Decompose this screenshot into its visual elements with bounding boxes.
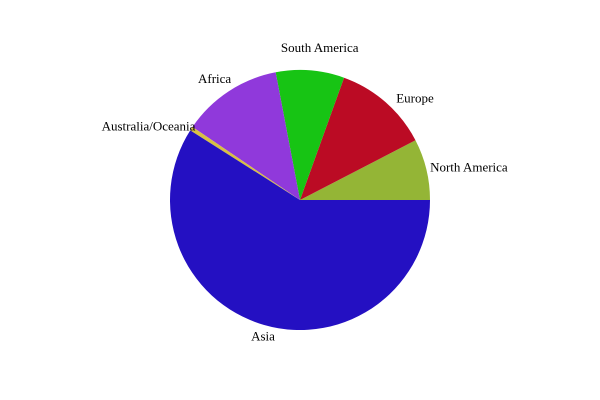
slice-label: Europe bbox=[396, 90, 434, 105]
pie-slices bbox=[169, 69, 431, 331]
pie-slice-north-america bbox=[300, 140, 431, 200]
slice-label: South America bbox=[281, 40, 359, 55]
pie-slice-asia bbox=[169, 130, 430, 331]
slice-label: Asia bbox=[251, 328, 275, 343]
pie-slice-south-america bbox=[275, 69, 345, 200]
slice-label: Australia/Oceania bbox=[102, 118, 196, 133]
pie-labels: North America Europe South America Africa Au… bbox=[102, 40, 508, 343]
pie-slice-europe bbox=[300, 77, 416, 200]
slice-label: North America bbox=[430, 159, 508, 174]
pie-slice-australia-oceania bbox=[190, 126, 300, 200]
pie-slice-africa bbox=[192, 72, 300, 200]
slice-label: Africa bbox=[198, 71, 231, 86]
